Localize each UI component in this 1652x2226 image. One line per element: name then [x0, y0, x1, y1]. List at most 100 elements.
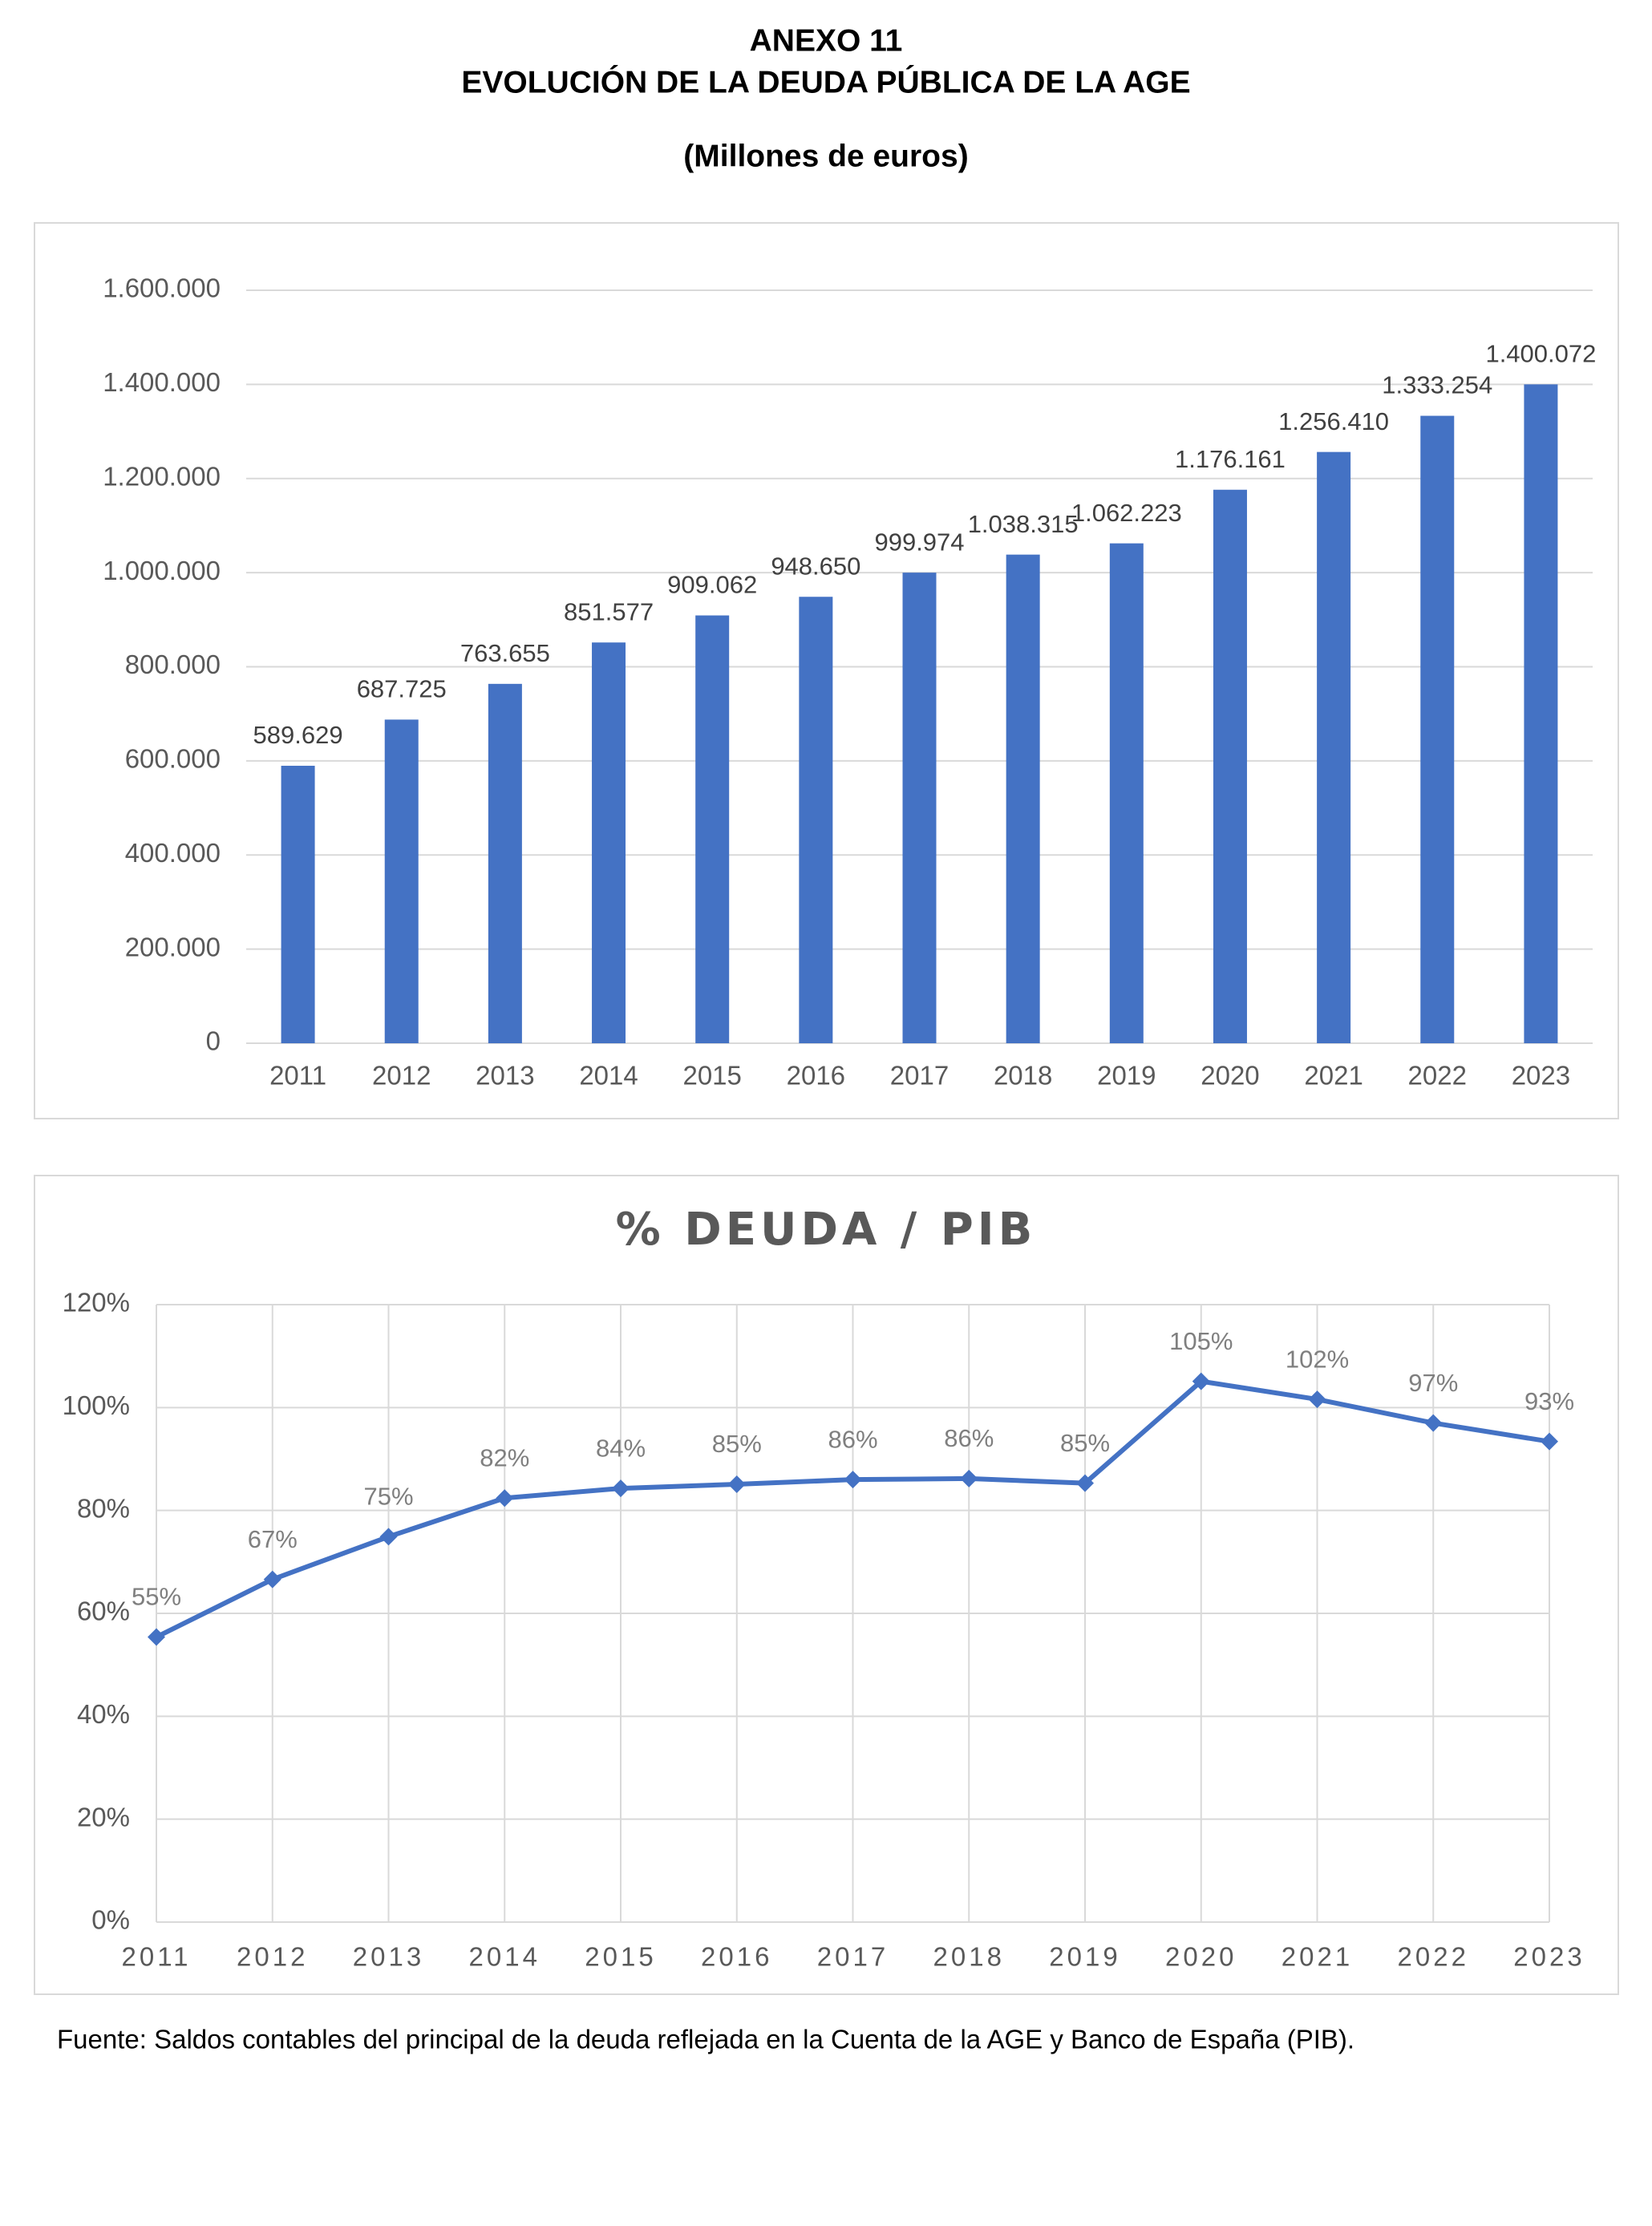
value-label: 85% [712, 1430, 762, 1458]
bar [1006, 554, 1040, 1043]
value-label: 84% [596, 1434, 646, 1462]
line-marker [1308, 1390, 1326, 1409]
value-label: 763.655 [460, 639, 550, 667]
bar [281, 765, 315, 1043]
value-label: 86% [828, 1425, 877, 1453]
x-tick-label: 2013 [476, 1061, 534, 1091]
line-marker [1541, 1432, 1558, 1451]
x-tick-label: 2012 [372, 1061, 431, 1091]
line-marker [263, 1570, 281, 1589]
value-label: 687.725 [357, 675, 447, 703]
y-tick-label: 200.000 [125, 932, 221, 961]
value-label: 75% [363, 1483, 413, 1511]
bar [1524, 384, 1558, 1043]
bar [384, 719, 419, 1043]
value-label: 1.062.223 [1071, 499, 1182, 527]
value-label: 909.062 [667, 571, 757, 599]
value-label: 97% [1408, 1369, 1458, 1397]
y-tick-label: 40% [77, 1699, 130, 1729]
x-tick-label: 2017 [890, 1061, 949, 1091]
value-label: 1.256.410 [1278, 407, 1389, 435]
y-tick-label: 1.000.000 [103, 556, 221, 585]
bar [695, 615, 730, 1043]
x-tick-label: 2019 [1097, 1061, 1156, 1091]
line-chart-frame [34, 1175, 1619, 1995]
line-marker [844, 1471, 862, 1489]
x-tick-label: 2022 [1398, 1942, 1469, 1972]
bar [592, 642, 626, 1043]
bar [902, 573, 937, 1043]
line-marker [148, 1628, 165, 1646]
value-label: 105% [1169, 1327, 1233, 1355]
y-tick-label: 20% [77, 1802, 130, 1831]
x-tick-label: 2011 [122, 1942, 192, 1972]
x-tick-label: 2021 [1282, 1942, 1353, 1972]
annex-title: ANEXO 11 [750, 23, 903, 58]
value-label: 55% [132, 1583, 181, 1611]
value-label: 1.176.161 [1175, 445, 1286, 473]
x-tick-label: 2023 [1512, 1061, 1570, 1091]
x-tick-label: 2014 [469, 1942, 541, 1972]
y-tick-label: 80% [77, 1493, 130, 1523]
y-tick-label: 120% [63, 1288, 130, 1317]
bar [488, 683, 522, 1043]
document-title: EVOLUCIÓN DE LA DEUDA PÚBLICA DE LA AGE [461, 64, 1190, 99]
value-label: 85% [1060, 1429, 1110, 1457]
x-tick-label: 2015 [585, 1942, 656, 1972]
x-tick-label: 2014 [579, 1061, 638, 1091]
y-tick-label: 1.200.000 [103, 461, 221, 491]
x-tick-label: 2018 [994, 1061, 1052, 1091]
source-note: Fuente: Saldos contables del principal d… [57, 2025, 1354, 2054]
y-tick-label: 400.000 [125, 838, 221, 868]
y-tick-label: 600.000 [125, 744, 221, 774]
x-tick-label: 2019 [1049, 1942, 1120, 1972]
value-label: 948.650 [771, 552, 860, 580]
x-tick-label: 2023 [1513, 1942, 1585, 1972]
value-label: 82% [480, 1443, 529, 1471]
bar [1420, 415, 1455, 1043]
x-tick-label: 2022 [1408, 1061, 1467, 1091]
x-tick-label: 2016 [701, 1942, 772, 1972]
x-tick-label: 2013 [353, 1942, 424, 1972]
y-tick-label: 100% [63, 1390, 130, 1420]
units-subtitle: (Millones de euros) [683, 139, 968, 173]
line-marker [960, 1469, 978, 1487]
value-label: 999.974 [874, 528, 964, 556]
value-label: 1.400.072 [1485, 340, 1596, 368]
x-tick-label: 2017 [817, 1942, 889, 1972]
value-label: 102% [1286, 1345, 1349, 1373]
value-label: 1.038.315 [968, 510, 1079, 538]
line-marker [496, 1489, 514, 1508]
bar-chart-frame [34, 222, 1619, 1119]
y-tick-label: 800.000 [125, 650, 221, 679]
value-label: 86% [944, 1424, 994, 1452]
y-tick-label: 1.600.000 [103, 273, 221, 303]
line-marker [379, 1528, 398, 1546]
line-marker [727, 1475, 746, 1493]
bar [799, 597, 833, 1043]
x-tick-label: 2011 [269, 1061, 326, 1091]
x-tick-label: 2021 [1304, 1061, 1362, 1091]
x-tick-label: 2020 [1165, 1942, 1237, 1972]
bar [1317, 451, 1351, 1043]
line-chart-title: % DEUDA / PIB [616, 1204, 1037, 1256]
value-label: 589.629 [253, 721, 343, 749]
bar [1109, 543, 1144, 1043]
line-marker [1192, 1372, 1210, 1390]
line-marker [1076, 1474, 1094, 1492]
value-label: 851.577 [564, 597, 654, 625]
y-tick-label: 1.400.000 [103, 367, 221, 397]
value-label: 1.333.254 [1382, 371, 1492, 399]
value-label: 67% [248, 1525, 298, 1553]
x-tick-label: 2018 [933, 1942, 1005, 1972]
x-tick-label: 2015 [682, 1061, 741, 1091]
line-marker [1424, 1414, 1443, 1432]
x-tick-label: 2012 [237, 1942, 308, 1972]
value-label: 93% [1524, 1387, 1574, 1415]
x-tick-label: 2020 [1201, 1061, 1259, 1091]
line-marker [612, 1479, 630, 1498]
y-tick-label: 60% [77, 1597, 130, 1626]
bar [1213, 489, 1247, 1043]
